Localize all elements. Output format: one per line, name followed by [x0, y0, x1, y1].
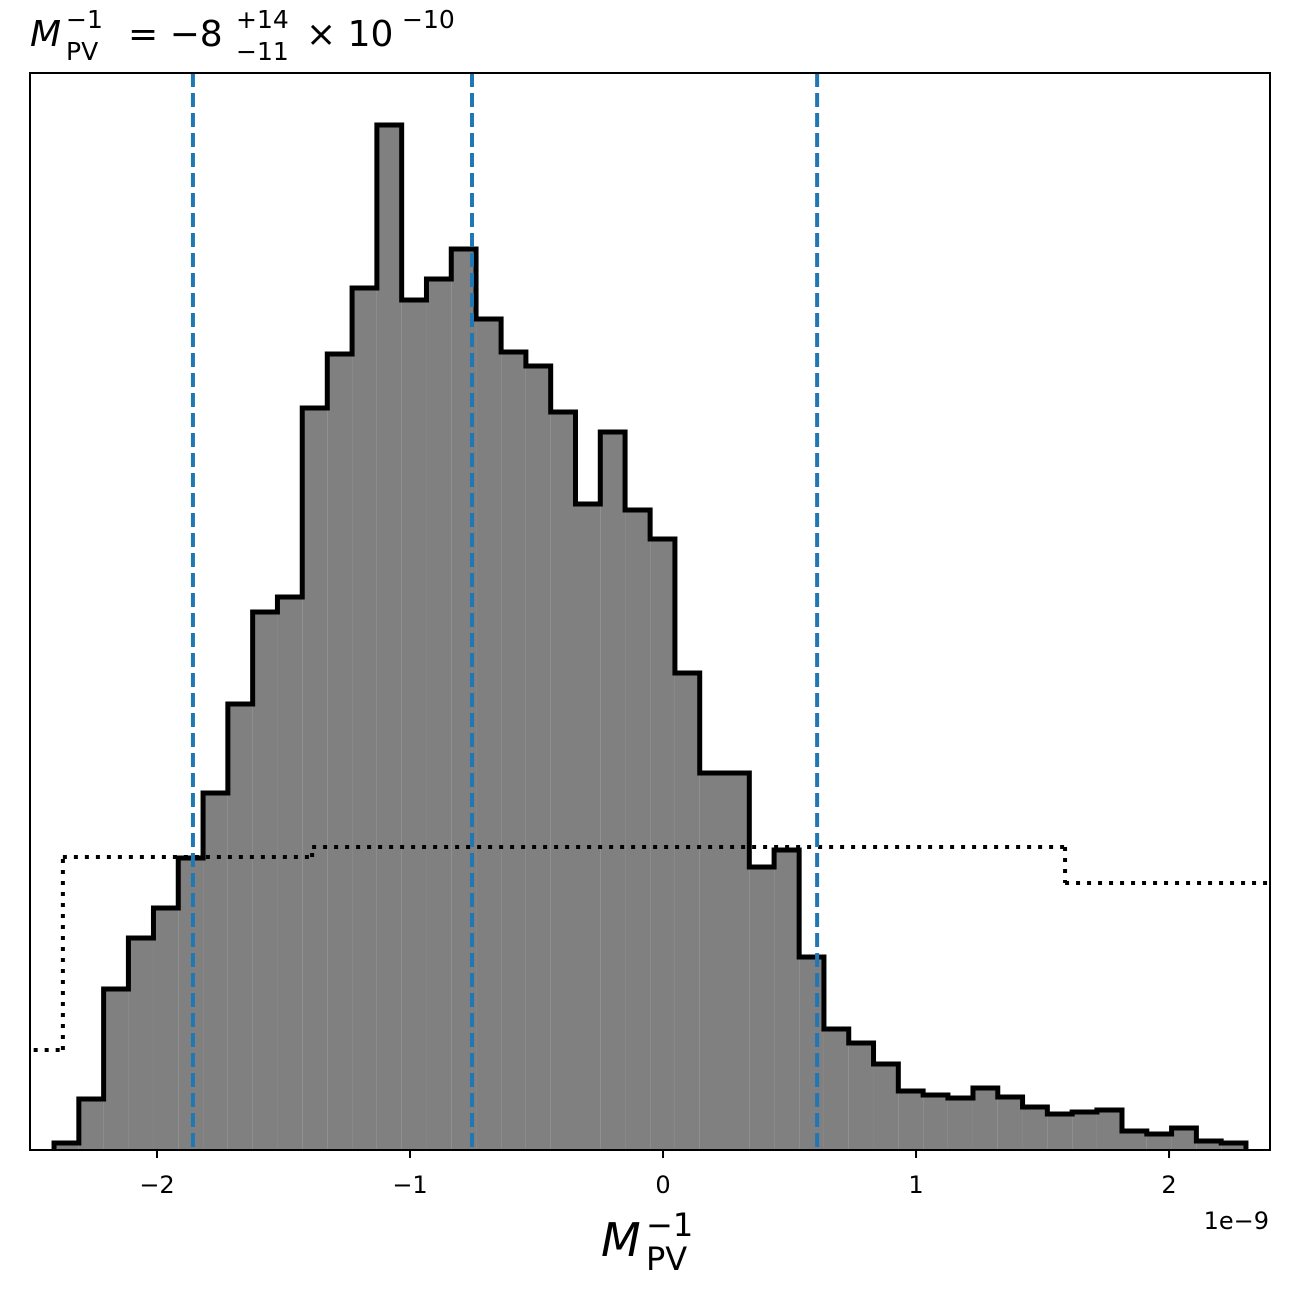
histogram-bar	[550, 412, 576, 1150]
title-err-plus: +14	[236, 5, 289, 34]
title-symbol: M	[30, 14, 61, 55]
histogram-bar	[1171, 1128, 1197, 1150]
histogram-bar	[749, 867, 775, 1150]
histogram-bar	[103, 989, 129, 1150]
title-equals: = −8	[128, 14, 223, 55]
histogram-bar	[153, 908, 179, 1150]
histogram-bar	[873, 1064, 899, 1150]
histogram-bar	[625, 510, 651, 1150]
histogram-bar	[947, 1098, 973, 1150]
title-exponent: −10	[402, 5, 455, 34]
x-tick-label: 0	[655, 1171, 670, 1199]
histogram-bar	[376, 125, 402, 1150]
title-symbol-sub: PV	[66, 37, 98, 66]
histogram-bar	[128, 938, 154, 1150]
histogram-bar	[476, 319, 502, 1150]
histogram-bar	[178, 858, 204, 1150]
histogram-bar	[1047, 1114, 1073, 1150]
histogram-bar	[54, 1143, 79, 1150]
histogram-bar	[501, 352, 526, 1150]
x-axis-label: M −1 PV	[601, 1206, 693, 1278]
histogram-bar	[203, 793, 228, 1150]
histogram-bar	[848, 1043, 874, 1150]
histogram-bar	[997, 1097, 1023, 1150]
x-tick-label: −1	[392, 1171, 427, 1199]
chart-title: M −1 PV = −8 +14 −11 × 10 −10	[30, 5, 455, 66]
histogram-bar	[1121, 1131, 1147, 1150]
histogram-bar	[799, 957, 824, 1150]
histogram-bar	[972, 1088, 998, 1150]
histogram-bar	[1072, 1112, 1097, 1150]
x-offset-label: 1e−9	[1204, 1207, 1269, 1235]
plot-area	[30, 73, 1270, 1150]
histogram-outline	[51, 122, 1249, 1150]
xlabel-symbol: M	[601, 1213, 641, 1267]
histogram-bar	[600, 432, 626, 1150]
x-tick-label: −2	[139, 1171, 174, 1199]
x-tick-label: 2	[1161, 1171, 1176, 1199]
histogram-bar	[78, 1099, 104, 1150]
histogram-bar	[277, 597, 303, 1150]
histogram-bar	[898, 1091, 924, 1150]
x-tick-label: 1	[908, 1171, 923, 1199]
histogram-bar	[724, 773, 750, 1150]
histogram-bar	[1196, 1141, 1222, 1150]
histogram-bar	[252, 612, 278, 1150]
histogram-bar	[302, 408, 328, 1150]
histogram-bar	[352, 288, 377, 1150]
histogram-bar	[327, 354, 353, 1150]
histogram-bar	[774, 850, 800, 1150]
xlabel-sup: −1	[646, 1206, 693, 1244]
histogram-bar	[923, 1095, 948, 1150]
title-err-minus: −11	[236, 37, 289, 66]
histogram-bar	[699, 773, 725, 1150]
histogram-bar	[674, 673, 700, 1150]
histogram-bar	[823, 1029, 849, 1150]
histogram-bar	[1221, 1143, 1246, 1150]
title-symbol-sup: −1	[66, 5, 103, 34]
histogram-bar	[401, 300, 427, 1150]
title-times: × 10	[306, 14, 393, 55]
xlabel-sub: PV	[646, 1240, 687, 1278]
histogram-bar	[227, 704, 253, 1150]
axes-frame	[29, 72, 1271, 1151]
histogram-bar	[1022, 1107, 1048, 1150]
histogram-bar	[575, 504, 601, 1150]
histogram-bar	[525, 366, 551, 1150]
histogram-bar	[426, 279, 452, 1150]
histogram-bar	[1146, 1134, 1172, 1150]
histogram-bar	[650, 539, 675, 1150]
histogram-bar	[1096, 1110, 1122, 1150]
